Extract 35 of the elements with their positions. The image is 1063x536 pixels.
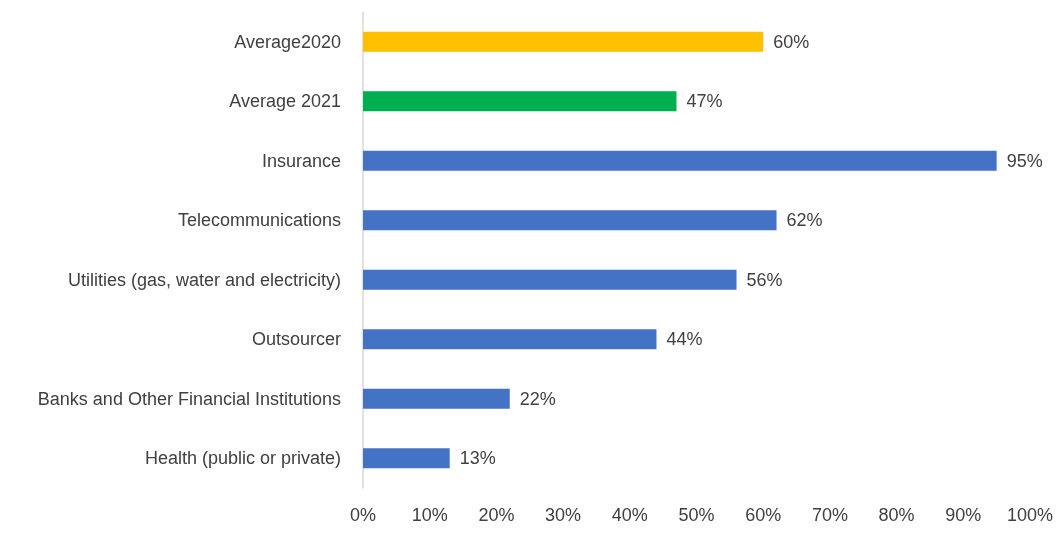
x-tick-label: 30% [545, 505, 582, 525]
y-tick-label: Average2020 [234, 31, 341, 52]
data-label: 95% [1006, 150, 1043, 171]
y-tick-label: Outsourcer [251, 329, 341, 350]
x-tick-label: 20% [478, 505, 515, 525]
bar [363, 329, 657, 350]
bar [363, 150, 997, 171]
x-tick-label: 60% [745, 505, 782, 525]
x-tick-label: 70% [811, 505, 848, 525]
x-tick-label: 90% [945, 505, 982, 525]
y-tick-label: Insurance [261, 150, 341, 171]
bar [363, 269, 737, 290]
bar [363, 91, 677, 112]
x-tick-label: 0% [349, 505, 377, 525]
bar [363, 210, 777, 231]
bar [363, 31, 764, 52]
y-tick-label: Banks and Other Financial Institutions [37, 388, 341, 409]
bar [363, 448, 450, 469]
bar [363, 388, 510, 409]
x-tick-label: 100% [1006, 505, 1054, 525]
data-label: 44% [666, 329, 703, 350]
data-label: 13% [459, 448, 496, 469]
y-tick-label: Health (public or private) [144, 448, 341, 469]
data-label: 60% [773, 31, 810, 52]
x-tick-label: 50% [678, 505, 715, 525]
y-tick-label: Utilities (gas, water and electricity) [67, 269, 341, 290]
data-label: 22% [519, 388, 556, 409]
y-tick-label: Average 2021 [229, 91, 341, 112]
x-tick-label: 40% [611, 505, 648, 525]
y-tick-label: Telecommunications [177, 210, 341, 231]
x-tick-label: 10% [411, 505, 448, 525]
x-tick-label: 80% [878, 505, 915, 525]
data-label: 47% [686, 91, 723, 112]
data-label: 56% [746, 269, 783, 290]
data-label: 62% [786, 210, 823, 231]
